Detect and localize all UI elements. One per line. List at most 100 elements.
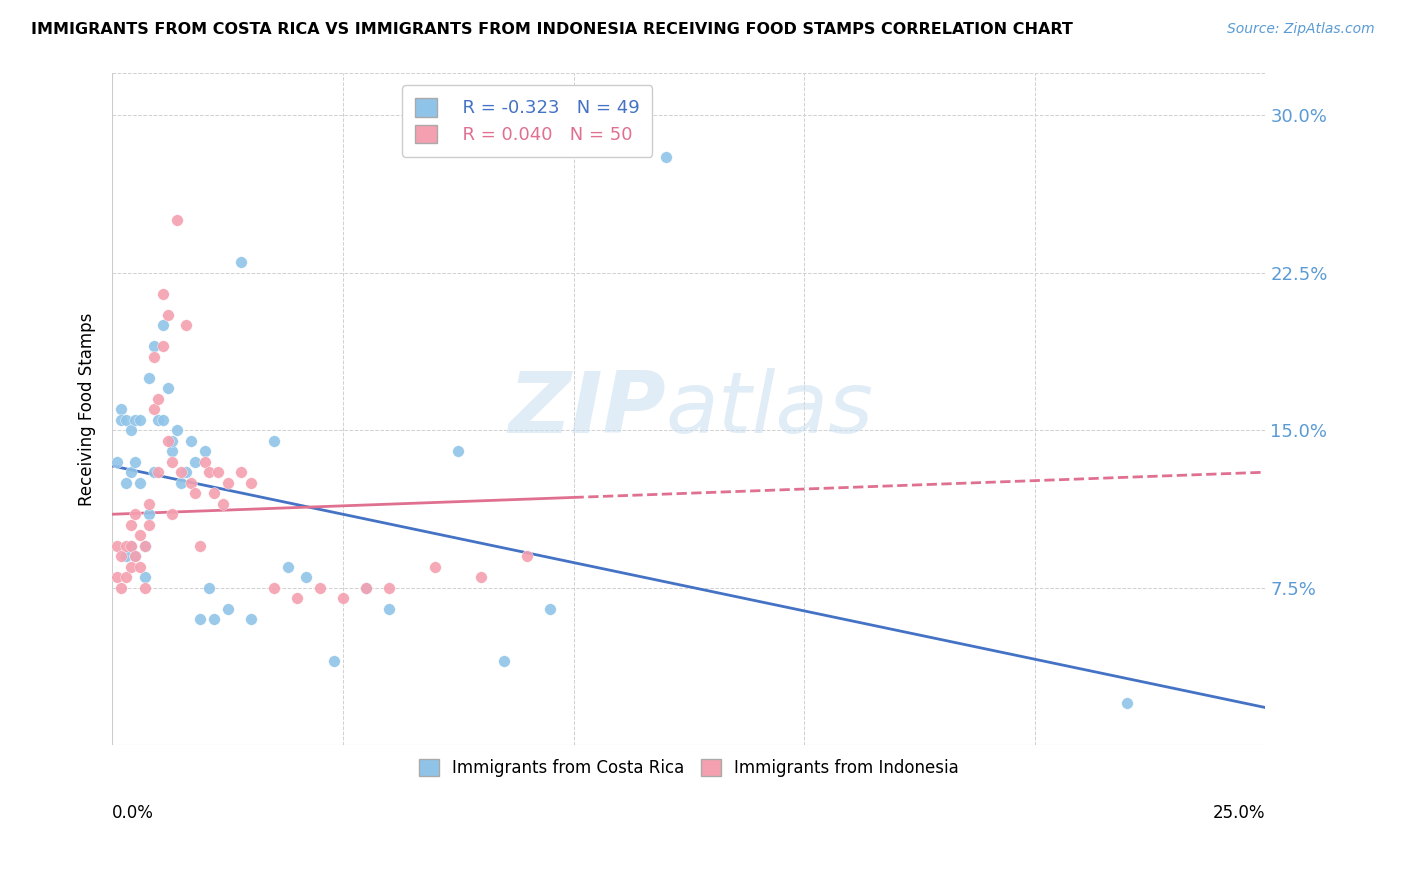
Point (170, 475, 193, 490)
Point (152, 339, 174, 353)
Point (110, 402, 132, 417)
Point (202, 612, 225, 626)
Point (134, 570, 156, 584)
Legend: Immigrants from Costa Rica, Immigrants from Indonesia: Immigrants from Costa Rica, Immigrants f… (412, 753, 966, 784)
Point (115, 413, 138, 427)
Text: Source: ZipAtlas.com: Source: ZipAtlas.com (1227, 22, 1375, 37)
Point (124, 455, 146, 469)
Point (332, 591, 354, 606)
Point (231, 465, 253, 479)
Point (516, 549, 538, 564)
Point (105, 455, 128, 469)
Point (156, 381, 179, 395)
Point (540, 602, 562, 616)
Point (423, 559, 446, 574)
Point (138, 508, 160, 522)
Point (166, 213, 188, 227)
Point (142, 350, 165, 364)
Text: ZIP: ZIP (508, 368, 666, 450)
Point (202, 486, 225, 500)
Point (129, 413, 152, 427)
Point (354, 581, 377, 595)
Point (138, 517, 160, 532)
Point (193, 455, 215, 469)
Point (198, 581, 221, 595)
Point (655, 150, 678, 164)
Point (156, 308, 179, 322)
Point (120, 465, 142, 479)
Point (120, 559, 142, 574)
Point (152, 413, 174, 427)
Point (138, 497, 160, 511)
Point (193, 444, 215, 458)
Point (148, 413, 170, 427)
Point (105, 570, 128, 584)
Point (110, 413, 132, 427)
Point (188, 539, 211, 553)
Point (142, 465, 165, 479)
Point (217, 475, 239, 490)
Point (207, 465, 229, 479)
Point (134, 539, 156, 553)
Point (1116, 697, 1139, 711)
Point (174, 465, 197, 479)
Point (184, 455, 207, 469)
Point (263, 581, 285, 595)
Point (160, 434, 183, 448)
Point (212, 497, 235, 511)
Point (354, 581, 377, 595)
Point (378, 602, 401, 616)
Point (142, 339, 165, 353)
Point (198, 465, 221, 479)
Point (447, 444, 470, 458)
Point (124, 549, 146, 564)
Point (188, 612, 211, 626)
Point (184, 486, 207, 500)
Text: 0.0%: 0.0% (112, 805, 155, 822)
Point (152, 286, 174, 301)
Point (170, 465, 193, 479)
Point (115, 549, 138, 564)
Point (115, 475, 138, 490)
Point (277, 559, 299, 574)
Point (120, 517, 142, 532)
Point (160, 508, 183, 522)
Point (322, 654, 344, 668)
Point (217, 602, 239, 616)
Point (120, 539, 142, 553)
Point (115, 539, 138, 553)
Point (148, 465, 170, 479)
Point (263, 434, 285, 448)
Point (105, 539, 128, 553)
Point (120, 423, 142, 437)
Text: atlas: atlas (666, 368, 873, 450)
Point (239, 612, 262, 626)
Point (378, 581, 401, 595)
Point (134, 581, 156, 595)
Point (160, 444, 183, 458)
Point (110, 549, 132, 564)
Point (166, 423, 188, 437)
Point (124, 549, 146, 564)
Point (124, 508, 146, 522)
Point (124, 413, 146, 427)
Point (129, 475, 152, 490)
Point (110, 581, 132, 595)
Point (494, 654, 516, 668)
Point (285, 591, 308, 606)
Point (470, 570, 492, 584)
Point (174, 318, 197, 332)
Point (239, 475, 262, 490)
Point (148, 392, 170, 406)
Point (180, 475, 202, 490)
Point (115, 570, 138, 584)
Y-axis label: Receiving Food Stamps: Receiving Food Stamps (79, 312, 96, 506)
Point (134, 539, 156, 553)
Point (142, 402, 165, 417)
Point (120, 539, 142, 553)
Point (160, 455, 183, 469)
Point (138, 370, 160, 384)
Point (295, 570, 318, 584)
Text: 25.0%: 25.0% (1213, 805, 1265, 822)
Point (308, 581, 330, 595)
